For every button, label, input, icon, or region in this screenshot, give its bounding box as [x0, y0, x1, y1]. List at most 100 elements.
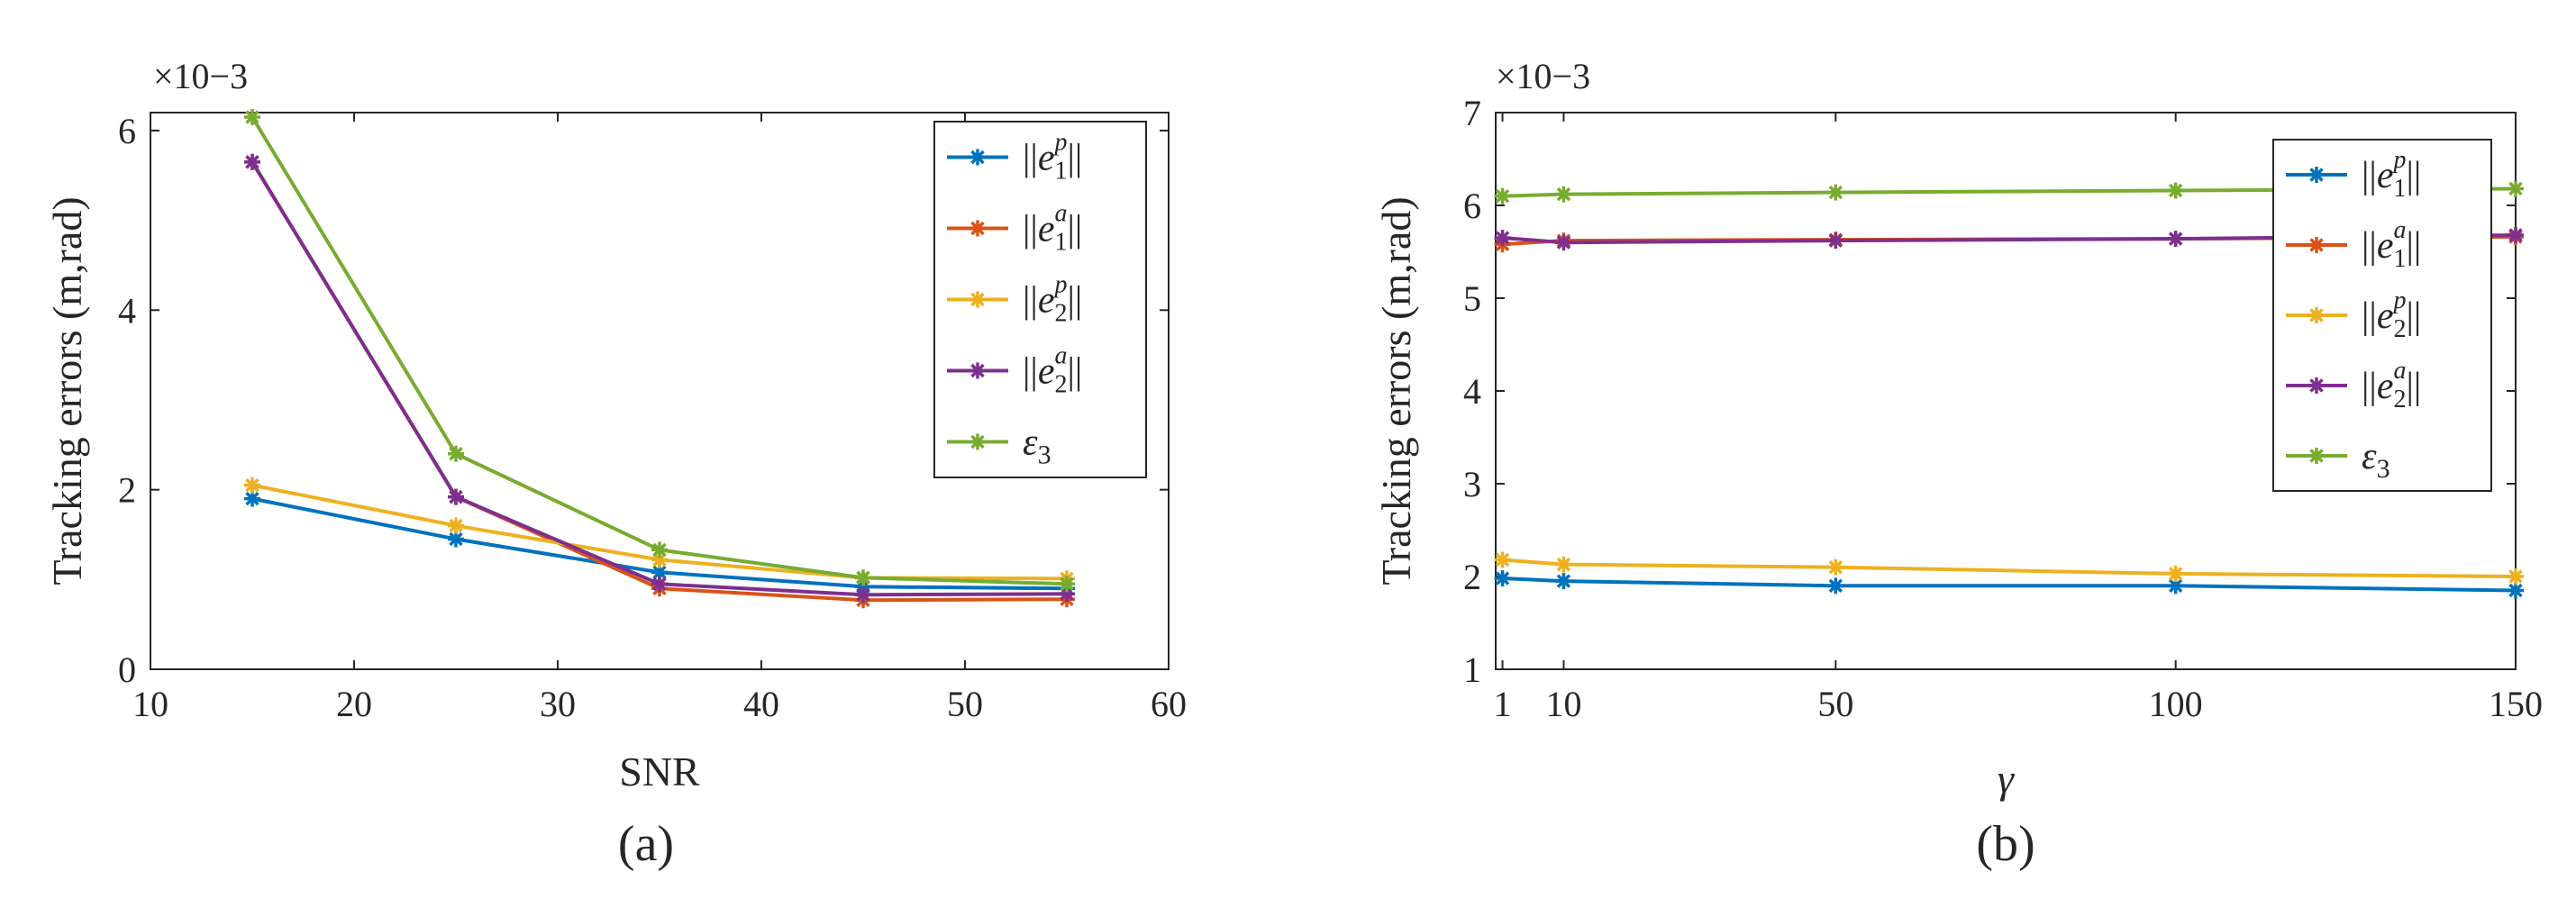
data-point [1555, 186, 1572, 203]
data-point [2508, 568, 2524, 585]
subfigure-caption: (a) [618, 816, 674, 872]
x-tick-label: 50 [947, 684, 983, 724]
data-point [1555, 573, 1572, 590]
data-point [1555, 234, 1572, 251]
legend-label: ||e2p|| [2362, 286, 2421, 343]
legend-marker [969, 220, 986, 237]
data-point [244, 477, 260, 494]
y-tick-label: 4 [1463, 371, 1481, 412]
x-tick-label: 100 [2149, 684, 2203, 724]
legend-item: ||e2a|| [2286, 357, 2421, 413]
plot-area [150, 112, 1170, 670]
data-point [2167, 565, 2184, 582]
data-point [855, 586, 871, 604]
x-tick-label: 150 [2489, 684, 2543, 724]
legend-item: ||e1p|| [947, 129, 1082, 186]
legend-marker [2308, 237, 2325, 253]
legend-label: ε3 [1023, 422, 1051, 470]
y-tick-label: 6 [1463, 186, 1481, 226]
legend-label: ||e2a|| [1023, 342, 1082, 399]
data-point [1827, 558, 1844, 576]
data-point [2508, 582, 2524, 599]
chart-a: 10 20 30 40 50 60 0 2 4 6 ×10−3 SNR Tracking errors … [44, 56, 1187, 872]
legend-label: ||e2p|| [1023, 271, 1082, 328]
legend-marker [2308, 307, 2325, 323]
y-exponent: ×10−3 [1496, 56, 1590, 96]
y-tick-label: 4 [118, 290, 136, 331]
data-point [855, 569, 871, 586]
legend-label: ||e2a|| [2362, 357, 2421, 413]
y-tick-label: 7 [1463, 93, 1481, 133]
data-point [1059, 576, 1075, 593]
legend-label: ||e1p|| [1023, 129, 1082, 186]
legend-item: ε3 [947, 422, 1051, 470]
data-point [651, 576, 668, 593]
data-point [2167, 231, 2184, 248]
data-point [1494, 230, 1511, 247]
legend-marker [969, 433, 986, 450]
legend-item: ε3 [2286, 436, 2390, 484]
legend-marker [969, 362, 986, 379]
data-point [244, 153, 260, 170]
data-point [1827, 232, 1844, 250]
legend-marker [969, 149, 986, 166]
x-tick-label: 50 [1817, 684, 1853, 724]
data-point [1494, 551, 1511, 568]
subfigure-caption: (b) [1976, 816, 2034, 872]
y-tick-label: 3 [1463, 464, 1481, 504]
legend-marker [2308, 167, 2325, 183]
y-tick-label: 5 [1463, 278, 1481, 319]
data-point [651, 541, 668, 558]
x-axis-label: SNR [619, 749, 700, 794]
series-3 [1494, 551, 2524, 585]
data-point [244, 108, 260, 125]
y-axis-label: Tracking errors (m,rad) [44, 196, 90, 585]
x-tick-label: 20 [336, 684, 372, 724]
x-tick-label: 1 [1494, 684, 1512, 724]
data-point [1555, 556, 1572, 573]
data-point [2167, 182, 2184, 199]
legend: ||e1p|| ||e1a|| ||e2p|| ||e2a|| ε3 [2272, 139, 2492, 492]
x-tick-label: 10 [1545, 684, 1581, 724]
data-point [448, 445, 464, 462]
legend-item: ||e1p|| [2286, 146, 2421, 203]
x-tick-label: 10 [132, 684, 168, 724]
series-line [1502, 577, 2517, 593]
legend-item: ||e2a|| [947, 342, 1082, 399]
data-point [2508, 180, 2524, 197]
legend-label: ||e1a|| [2362, 216, 2421, 273]
x-tick-label: 30 [540, 684, 576, 724]
series-5 [244, 108, 1075, 593]
legend-item: ||e2p|| [2286, 286, 2421, 343]
legend-label: ||e1p|| [2362, 146, 2421, 203]
y-axis-label: Tracking errors (m,rad) [1373, 196, 1419, 585]
legend-item: ||e1a|| [947, 200, 1082, 257]
x-tick-label: 40 [743, 684, 779, 724]
legend-marker [2308, 448, 2325, 464]
chart-b: 1 10 50 100 150 1 2 3 4 5 6 7 ×10−3 γ Tracking errors … [1373, 56, 2543, 872]
data-point [1827, 577, 1844, 595]
y-tick-label: 2 [118, 470, 136, 511]
legend-label: ε3 [2362, 436, 2390, 484]
y-tick-label: 2 [1463, 557, 1481, 597]
y-tick-label: 1 [1463, 649, 1481, 690]
data-point [448, 488, 464, 505]
x-axis-label: γ [1998, 756, 2016, 802]
data-point [1494, 570, 1511, 587]
x-tick-label: 60 [1151, 684, 1187, 724]
data-point [1494, 187, 1511, 204]
series-line [1502, 558, 2517, 578]
legend-item: ||e1a|| [2286, 216, 2421, 273]
y-tick-label: 0 [118, 649, 136, 690]
legend: ||e1p|| ||e1a|| ||e2p|| ||e2a|| ε3 [933, 121, 1147, 478]
legend-label: ||e1a|| [1023, 200, 1082, 257]
legend-marker [969, 291, 986, 308]
data-point [1827, 184, 1844, 201]
legend-item: ||e2p|| [947, 271, 1082, 328]
legend-marker [2308, 377, 2325, 394]
series-4 [244, 153, 1075, 604]
data-point [448, 517, 464, 534]
y-tick-label: 6 [118, 111, 136, 151]
y-exponent: ×10−3 [153, 56, 248, 96]
